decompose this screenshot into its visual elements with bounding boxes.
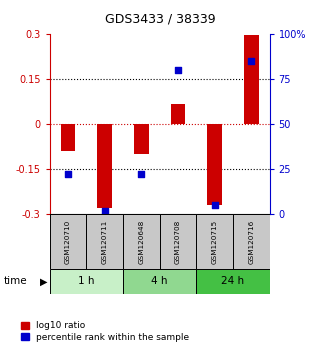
Text: GDS3433 / 38339: GDS3433 / 38339 (105, 12, 216, 25)
Bar (207, 124, 222, 205)
Bar (86, 214, 123, 269)
Text: GSM120648: GSM120648 (138, 219, 144, 264)
Legend: log10 ratio, percentile rank within the sample: log10 ratio, percentile rank within the … (21, 321, 189, 342)
Text: ▶: ▶ (39, 276, 47, 286)
Point (212, 202, 217, 208)
Point (249, 58, 254, 64)
Text: GSM120715: GSM120715 (212, 219, 218, 264)
Bar (97, 124, 112, 208)
Bar (233, 214, 270, 269)
Bar (50, 269, 123, 294)
Bar (123, 269, 196, 294)
Text: GSM120708: GSM120708 (175, 219, 181, 264)
Bar (50, 214, 86, 269)
Bar (196, 214, 233, 269)
Text: GSM120710: GSM120710 (65, 219, 71, 264)
Text: 1 h: 1 h (78, 276, 95, 286)
Bar (134, 124, 149, 154)
Text: GSM120716: GSM120716 (248, 219, 254, 264)
Bar (171, 104, 185, 124)
Bar (61, 124, 75, 151)
Text: GSM120711: GSM120711 (102, 219, 108, 264)
Text: 24 h: 24 h (221, 276, 245, 286)
Bar (160, 214, 196, 269)
Bar (244, 35, 259, 124)
Bar (196, 269, 270, 294)
Text: 4 h: 4 h (152, 276, 168, 286)
Point (65, 172, 71, 177)
Point (176, 67, 181, 73)
Text: time: time (3, 276, 27, 286)
Bar (123, 214, 160, 269)
Point (102, 208, 107, 213)
Point (139, 172, 144, 177)
